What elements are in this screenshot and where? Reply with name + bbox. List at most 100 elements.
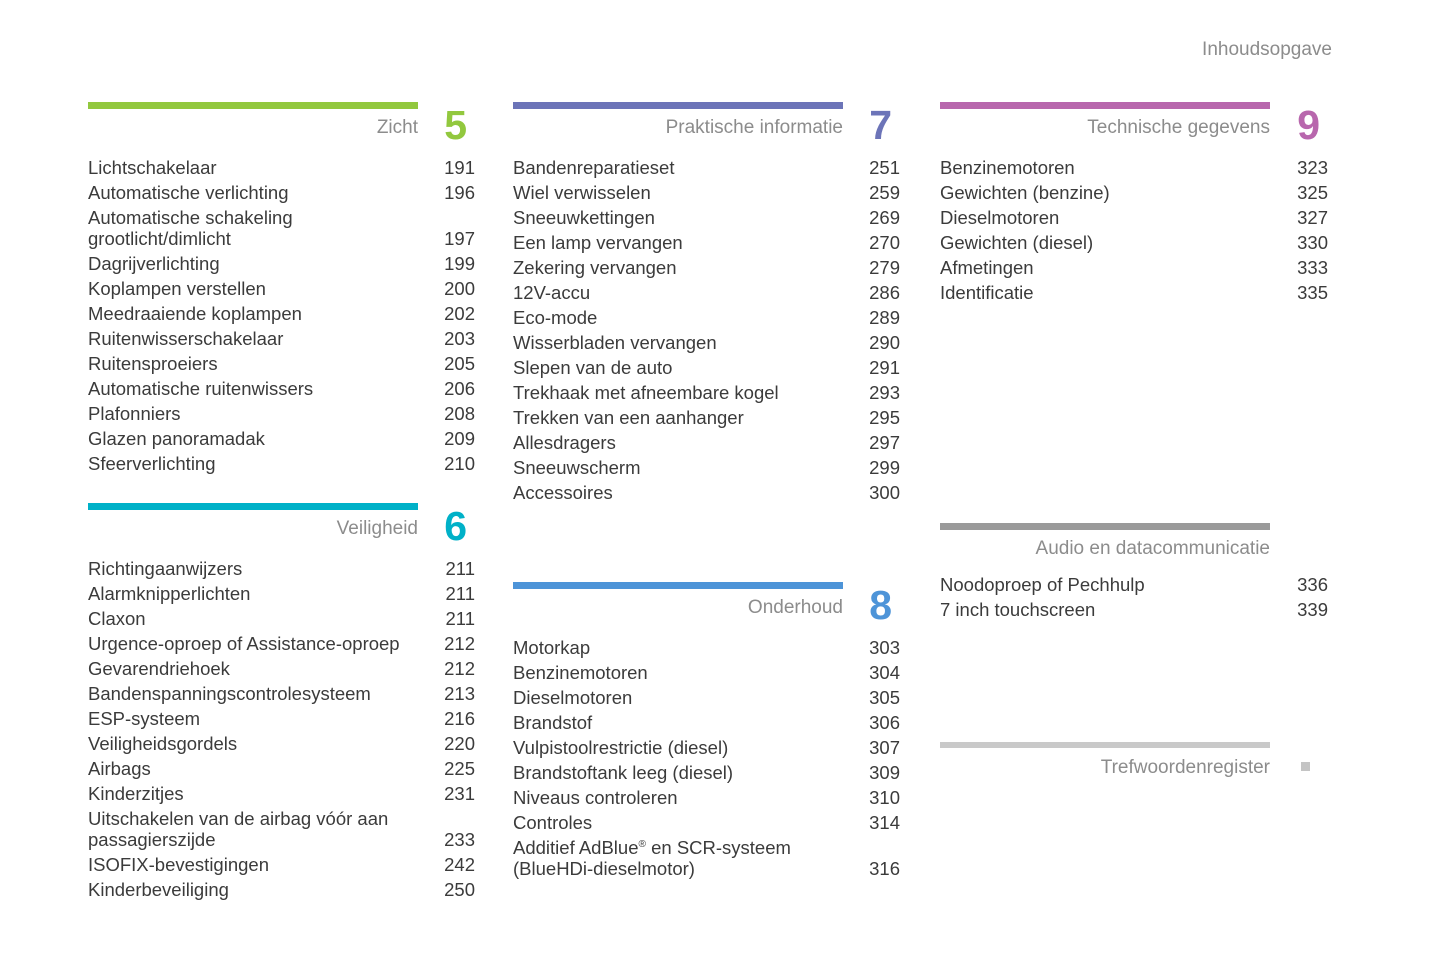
toc-list: Richtingaanwijzers 211 Alarmknipperlichte… [88,556,475,902]
toc-entry-page: 269 [869,207,900,228]
toc-entry-label: Trekhaak met afneembare kogel [513,382,779,403]
toc-entry-page: 196 [444,182,475,203]
toc-entry-label: Sneeuwkettingen [513,207,655,228]
toc-entry-label: Richtingaanwijzers [88,558,243,579]
page-header-title: Inhoudsopgave [1202,39,1332,60]
toc-entry-label: Brandstoftank leeg (diesel) [513,762,734,783]
toc-row: Benzinemotoren 304 [513,660,900,685]
toc-entry-label: Kinderzitjes [88,783,184,804]
toc-entry-label: Bandenspanningscontrolesysteem [88,683,371,704]
toc-entry-page: 291 [869,357,900,378]
toc-entry-label: Automatische verlichting [88,182,289,203]
toc-entry-page: 200 [444,278,475,299]
toc-row: Bandenreparatieset 251 [513,155,900,180]
toc-entry-page: 231 [444,783,475,804]
toc-row: Meedraaiende koplampen 202 [88,301,475,326]
section-praktische-informatie: 7 Praktische informatie Bandenreparaties… [513,102,900,505]
toc-entry-label: 12V-accu [513,282,591,303]
toc-row: Richtingaanwijzers 211 [88,556,475,581]
toc-entry-page: 206 [444,378,475,399]
toc-row: Accessoires 300 [513,480,900,505]
toc-entry-page: 225 [444,758,475,779]
toc-entry-page: 220 [444,733,475,754]
toc-row: Kinderbeveiliging 250 [88,877,475,902]
toc-row: Gewichten (diesel) 330 [940,230,1328,255]
toc-row: Lichtschakelaar 191 [88,155,475,180]
toc-entry-label: Wisserbladen vervangen [513,332,717,353]
toc-row: Brandstof 306 [513,710,900,735]
toc-entry-page: 299 [869,457,900,478]
toc-row: Bandenspanningscontrolesysteem 213 [88,681,475,706]
toc-entry-label: Sfeerverlichting [88,453,216,474]
toc-entry-label: Eco-mode [513,307,598,328]
toc-entry-label: Sneeuwscherm [513,457,641,478]
section-zicht: 5 Zicht Lichtschakelaar 191 Automatische … [88,102,475,476]
toc-entry-page: 197 [444,228,475,249]
toc-entry-label: Afmetingen [940,257,1034,278]
toc-entry-label: Dagrijverlichting [88,253,220,274]
toc-entry-page: 316 [869,858,900,879]
toc-entry-page: 314 [869,812,900,833]
section-onderhoud: 8 Onderhoud Motorkap 303 Benzinemotoren 30… [513,582,900,881]
toc-row: Dagrijverlichting 199 [88,251,475,276]
toc-entry-label: Noodoproep of Pechhulp [940,574,1145,595]
section-header: 9 Technische gegevens [940,102,1328,155]
toc-entry-label: Dieselmotoren [513,687,633,708]
section-color-bar [940,742,1270,748]
toc-row: Uitschakelen van de airbag vóór aan pass… [88,806,475,852]
section-number: 6 [444,503,467,549]
toc-row: Glazen panoramadak 209 [88,426,475,451]
toc-row: Plafonniers 208 [88,401,475,426]
toc-entry-label: Zekering vervangen [513,257,677,278]
toc-entry-page: 251 [869,157,900,178]
toc-entry-label: Gewichten (benzine) [940,182,1110,203]
toc-list: Bandenreparatieset 251 Wiel verwisselen 25… [513,155,900,505]
toc-list: Motorkap 303 Benzinemotoren 304 Dieselmoto… [513,635,900,881]
toc-row: Slepen van de auto 291 [513,355,900,380]
toc-entry-label: Glazen panoramadak [88,428,265,449]
index-square-marker [1301,762,1310,771]
toc-entry-page: 327 [1297,207,1328,228]
section-audio-datacommunicatie: Audio en datacommunicatie Noodoproep of … [940,523,1328,622]
toc-row: Urgence-oproep of Assistance-oproep 212 [88,631,475,656]
toc-row: Ruitenwisserschakelaar 203 [88,326,475,351]
toc-entry-page: 330 [1297,232,1328,253]
toc-entry-label: Identificatie [940,282,1034,303]
toc-entry-page: 191 [444,157,475,178]
toc-row: 12V-accu 286 [513,280,900,305]
section-veiligheid: 6 Veiligheid Richtingaanwijzers 211 Alarm… [88,503,475,902]
toc-row: Niveaus controleren 310 [513,785,900,810]
toc-row: Brandstoftank leeg (diesel) 309 [513,760,900,785]
toc-entry-label: Koplampen verstellen [88,278,266,299]
toc-entry-label: Trekken van een aanhanger [513,407,744,428]
toc-entry-page: 259 [869,182,900,203]
toc-row: Claxon 211 [88,606,475,631]
toc-row: Trekken van een aanhanger 295 [513,405,900,430]
section-number: 9 [1297,102,1320,148]
toc-entry-page: 208 [444,403,475,424]
section-number: 8 [869,582,892,628]
toc-entry-label: ISOFIX-bevestigingen [88,854,269,875]
toc-row: Zekering vervangen 279 [513,255,900,280]
toc-entry-label: Uitschakelen van de airbag vóór aan pass… [88,808,389,850]
toc-entry-page: 211 [445,608,476,629]
toc-row: Sneeuwkettingen 269 [513,205,900,230]
section-trefwoordenregister: Trefwoordenregister [940,742,1328,791]
toc-entry-page: 242 [444,854,475,875]
toc-entry-label: Ruitensproeiers [88,353,218,374]
toc-row: Automatische schakeling grootlicht/dimli… [88,205,475,251]
toc-row: Additief AdBlue® en SCR-systeem (BlueHDi… [513,835,900,881]
toc-row: Benzinemotoren 323 [940,155,1328,180]
toc-entry-label: Kinderbeveiliging [88,879,229,900]
toc-entry-page: 336 [1297,574,1328,595]
toc-entry-page: 211 [445,558,476,579]
toc-entry-label: Ruitenwisserschakelaar [88,328,284,349]
section-technische-gegevens: 9 Technische gegevens Benzinemotoren 323 … [940,102,1328,305]
toc-entry-label: Niveaus controleren [513,787,678,808]
toc-entry-page: 293 [869,382,900,403]
toc-row: Wisserbladen vervangen 290 [513,330,900,355]
toc-row: Allesdragers 297 [513,430,900,455]
toc-entry-label: Benzinemotoren [513,662,648,683]
toc-row: Afmetingen 333 [940,255,1328,280]
section-color-bar [88,102,418,109]
